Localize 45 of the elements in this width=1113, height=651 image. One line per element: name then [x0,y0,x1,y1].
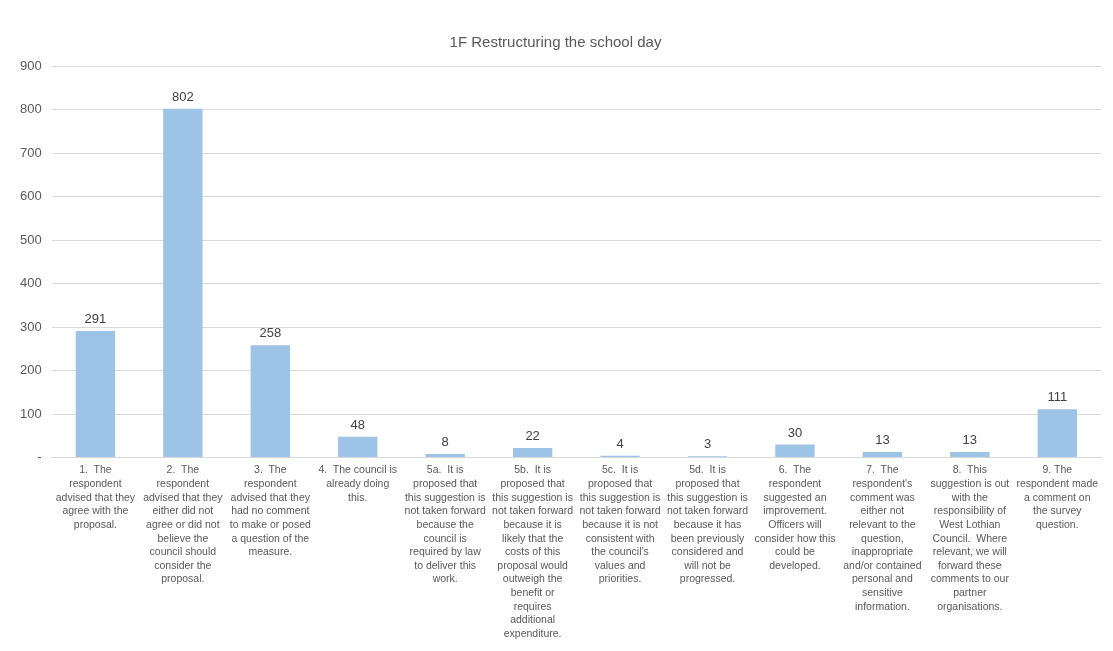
bar [1037,409,1077,458]
y-tick-label: 700 [19,144,42,160]
y-tick-label: 500 [19,231,42,247]
y-tick-label: 100 [19,405,42,421]
bar [75,330,116,458]
data-label: 111 [1047,389,1068,405]
bar [338,436,378,458]
data-label: 48 [350,416,365,432]
category-label: 7. The respondent's comment was either not relevant to the question, inappropriate and/or contained personal and sensitive information. [843,463,922,612]
data-label: 22 [525,428,540,444]
bar [250,345,290,458]
data-label: 3 [703,436,712,452]
y-tick-label: 400 [19,275,42,291]
category-label: 5d. It is proposed that this suggestion is not taken forward because it has been previously considered and will not be progressed. [666,463,749,585]
y-tick-label: - [37,449,42,465]
chart-title: 1F Restructuring the school day [449,33,662,51]
category-label: 5b. It is proposed that this suggestion is not taken forward because it is likely that the costs of this proposal would outweigh the benefit or requires additional expenditure. [492,463,574,640]
y-tick-label: 900 [19,57,42,73]
data-label: 13 [962,431,978,447]
y-tick-label: 600 [19,188,42,204]
x-tick-label: 6. The respondent suggested an improvement. Officers will consider how this could be developed. [754,463,836,571]
category-label: 5c. It is proposed that this suggestion is not taken forward because it is not consistent with the council’s values and priorities. [579,463,661,585]
bar [425,454,465,458]
data-label: 8 [441,434,449,450]
bar [950,451,990,458]
x-tick-label: 1. The respondent advised that they agree with the proposal. [55,463,136,530]
data-label: 30 [787,424,803,440]
data-label: 4 [616,435,624,451]
y-tick-label: 800 [19,101,42,117]
bar [163,108,203,458]
bar [512,447,553,458]
data-label: 13 [875,431,890,447]
y-tick-label: 200 [19,362,42,378]
data-label: 291 [84,311,107,327]
bar [862,451,903,458]
x-tick-label: 4. The council is already doing this. [318,463,398,503]
category-label: 8. This suggestion is out with the responsibility of West Lothian Council. Where relevant, we will forward these comments to our partner organisations. [930,463,1010,612]
x-tick-label: 3. The respondent advised that they had no comment to make or posed a question of the measure. [229,463,312,558]
data-label: 258 [259,325,282,341]
x-tick-label: 9. The respondent made a comment on the survey question. [1016,463,1099,530]
y-tick-label: 300 [19,318,42,334]
data-label: 802 [172,88,194,104]
category-label: 5a. It is proposed that this suggestion is not taken forward because the council is required by law to deliver this work. [404,463,486,585]
category-label: 2. The respondent advised that they either did not agree or did not believe the council should consider the proposal. [143,463,223,585]
bar [775,444,815,458]
